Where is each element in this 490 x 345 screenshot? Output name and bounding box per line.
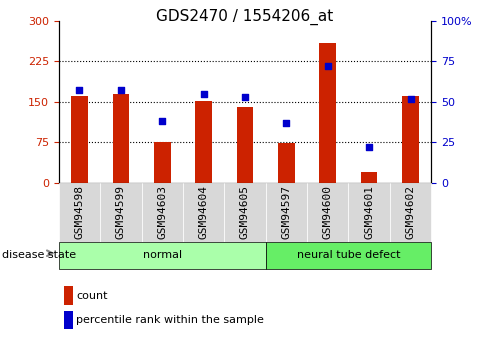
Text: GSM94602: GSM94602 [406,185,416,239]
Bar [154,142,171,183]
Text: GSM94597: GSM94597 [281,185,292,239]
Text: disease state: disease state [2,250,76,260]
FancyBboxPatch shape [59,241,266,269]
Text: GSM94604: GSM94604 [198,185,209,239]
FancyBboxPatch shape [348,183,390,242]
Text: GSM94601: GSM94601 [364,185,374,239]
FancyBboxPatch shape [59,183,100,242]
Text: GSM94598: GSM94598 [74,185,84,239]
Point [282,120,290,126]
Point [241,94,249,100]
Bar [71,96,88,183]
Text: GDS2470 / 1554206_at: GDS2470 / 1554206_at [156,9,334,25]
Point [75,88,83,93]
Text: GSM94603: GSM94603 [157,185,167,239]
Bar [237,107,253,183]
FancyBboxPatch shape [142,183,183,242]
Point [200,91,208,97]
FancyBboxPatch shape [266,183,307,242]
Text: normal: normal [143,250,182,260]
FancyBboxPatch shape [100,183,142,242]
Text: count: count [76,291,107,301]
FancyBboxPatch shape [307,183,348,242]
Bar [196,101,212,183]
Point [324,63,332,69]
Point [117,88,125,93]
Text: GSM94600: GSM94600 [323,185,333,239]
Text: percentile rank within the sample: percentile rank within the sample [76,315,264,325]
FancyBboxPatch shape [390,183,431,242]
Point [365,145,373,150]
Text: GSM94599: GSM94599 [116,185,126,239]
FancyBboxPatch shape [266,241,431,269]
FancyBboxPatch shape [224,183,266,242]
Point [158,118,166,124]
Text: neural tube defect: neural tube defect [296,250,400,260]
Bar [319,43,336,183]
Text: GSM94605: GSM94605 [240,185,250,239]
FancyBboxPatch shape [183,183,224,242]
Bar [361,172,377,183]
Bar [402,96,419,183]
Bar [278,144,294,183]
Point [407,96,415,101]
Bar [113,94,129,183]
